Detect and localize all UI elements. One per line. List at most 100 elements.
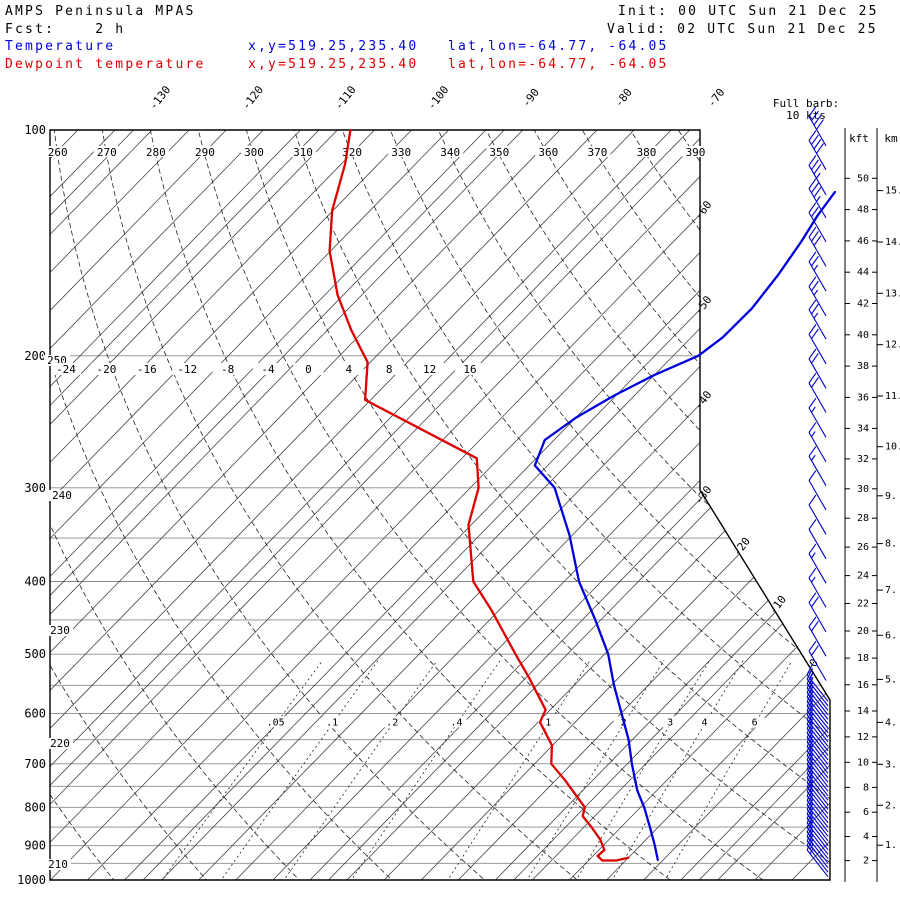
dry-adiabat-lines	[50, 130, 830, 880]
svg-text:-10: -10	[767, 593, 789, 617]
svg-text:32: 32	[857, 454, 869, 465]
svg-text:11.: 11.	[885, 391, 900, 402]
svg-text:-20: -20	[731, 535, 753, 559]
svg-text:2: 2	[863, 856, 869, 867]
plot-frame	[49, 129, 831, 881]
svg-text:-12: -12	[177, 363, 197, 376]
svg-text:-100: -100	[425, 83, 452, 112]
svg-text:3.: 3.	[885, 759, 897, 770]
svg-text:-80: -80	[612, 86, 634, 110]
svg-text:10 kts: 10 kts	[786, 109, 826, 122]
svg-text:310: 310	[293, 146, 313, 159]
barb-legend: Full barb:10 kts	[773, 97, 839, 122]
svg-text:38: 38	[857, 361, 869, 372]
svg-text:280: 280	[146, 146, 166, 159]
svg-text:4: 4	[345, 363, 352, 376]
svg-text:7.: 7.	[885, 585, 897, 596]
svg-text:16: 16	[463, 363, 476, 376]
svg-text:6: 6	[863, 807, 869, 818]
svg-text:4: 4	[701, 717, 707, 728]
svg-text:14.: 14.	[885, 237, 900, 248]
svg-text:16: 16	[857, 680, 869, 691]
svg-text:15.: 15.	[885, 186, 900, 197]
legend-temperature-latlon: lat,lon=-64.77, -64.05	[448, 39, 669, 54]
pressure-gridlines	[50, 130, 830, 880]
svg-text:8: 8	[863, 782, 869, 793]
svg-text:8.: 8.	[885, 539, 897, 550]
svg-text:200: 200	[24, 349, 46, 363]
svg-text:4: 4	[863, 832, 869, 843]
svg-text:5.: 5.	[885, 674, 897, 685]
svg-text:12: 12	[423, 363, 436, 376]
svg-text:1.: 1.	[885, 840, 897, 851]
theta-top-labels: 260 270 280 290 300 310 320 330 340 350 360 370 380 3…	[44, 146, 709, 159]
svg-text:-60: -60	[692, 198, 714, 222]
svg-text:800: 800	[24, 800, 46, 814]
svg-text:22: 22	[857, 599, 869, 610]
isotherm-right-labels: -60-50-40-30-20-100	[692, 198, 821, 669]
svg-text:600: 600	[24, 707, 46, 721]
svg-text:290: 290	[195, 146, 215, 159]
svg-text:20: 20	[857, 626, 869, 637]
legend-dewpoint-label: Dewpoint temperature	[5, 57, 206, 72]
isotherm-top-labels: -130 -120 -110 -100 -90 -80 -70	[147, 83, 728, 112]
svg-text:-50: -50	[692, 293, 714, 317]
svg-text:-24: -24	[56, 363, 76, 376]
init-time: Init: 00 UTC Sun 21 Dec 25	[618, 4, 879, 19]
svg-text:kft: kft	[849, 132, 869, 145]
svg-text:30: 30	[857, 484, 869, 495]
svg-text:13.: 13.	[885, 288, 900, 299]
svg-text:50: 50	[857, 173, 869, 184]
valid-time: Valid: 02 UTC Sun 21 Dec 25	[607, 22, 878, 37]
svg-text:.05: .05	[267, 717, 285, 728]
wind-barbs	[806, 106, 829, 878]
svg-text:4.: 4.	[885, 717, 897, 728]
svg-text:.2: .2	[386, 717, 398, 728]
mixing-ratio-labels: .05.1.2.4 1 2 3 4 6	[265, 716, 765, 728]
svg-text:9.: 9.	[885, 491, 897, 502]
svg-text:-20: -20	[96, 363, 116, 376]
svg-text:8: 8	[386, 363, 393, 376]
svg-text:-8: -8	[221, 363, 234, 376]
svg-text:42: 42	[857, 299, 869, 310]
height-axis: kft km24681012141618202224262830323436384…	[844, 128, 900, 882]
svg-text:360: 360	[538, 146, 558, 159]
svg-text:10: 10	[857, 757, 869, 768]
svg-text:14: 14	[857, 706, 869, 717]
pressure-axis-labels: 100 200 300 400 500 600 700 800 900 1000	[17, 123, 46, 887]
page-title: AMPS Peninsula MPAS	[5, 4, 196, 19]
svg-text:700: 700	[24, 757, 46, 771]
svg-text:300: 300	[244, 146, 264, 159]
legend-temperature-xy: x,y=519.25,235.40	[248, 39, 419, 54]
svg-text:500: 500	[24, 647, 46, 661]
svg-text:18: 18	[857, 653, 869, 664]
svg-text:340: 340	[440, 146, 460, 159]
mixing-ratio-lines	[151, 660, 793, 880]
svg-text:-4: -4	[261, 363, 275, 376]
svg-text:300: 300	[24, 481, 46, 495]
svg-text:km: km	[884, 132, 898, 145]
svg-text:28: 28	[857, 513, 869, 524]
svg-text:Full barb:: Full barb:	[773, 97, 839, 110]
svg-text:350: 350	[489, 146, 509, 159]
svg-text:6.: 6.	[885, 630, 897, 641]
svg-text:370: 370	[587, 146, 607, 159]
temp-scale-200hpa: -24 -20 -16 -12 -8 -4 0 4 8 12 16	[51, 363, 485, 376]
svg-text:46: 46	[857, 236, 869, 247]
svg-text:36: 36	[857, 392, 869, 403]
legend-dewpoint-xy: x,y=519.25,235.40	[248, 57, 419, 72]
svg-text:12: 12	[857, 732, 869, 743]
forecast-hour: Fcst: 2 h	[5, 22, 126, 37]
svg-text:270: 270	[97, 146, 117, 159]
svg-text:24: 24	[857, 571, 869, 582]
svg-text:.1: .1	[326, 717, 338, 728]
svg-text:-110: -110	[332, 83, 359, 112]
svg-text:40: 40	[857, 330, 869, 341]
svg-text:-16: -16	[137, 363, 157, 376]
svg-text:390: 390	[686, 146, 706, 159]
svg-text:3: 3	[667, 717, 673, 728]
svg-text:48: 48	[857, 205, 869, 216]
svg-text:1000: 1000	[17, 873, 46, 887]
